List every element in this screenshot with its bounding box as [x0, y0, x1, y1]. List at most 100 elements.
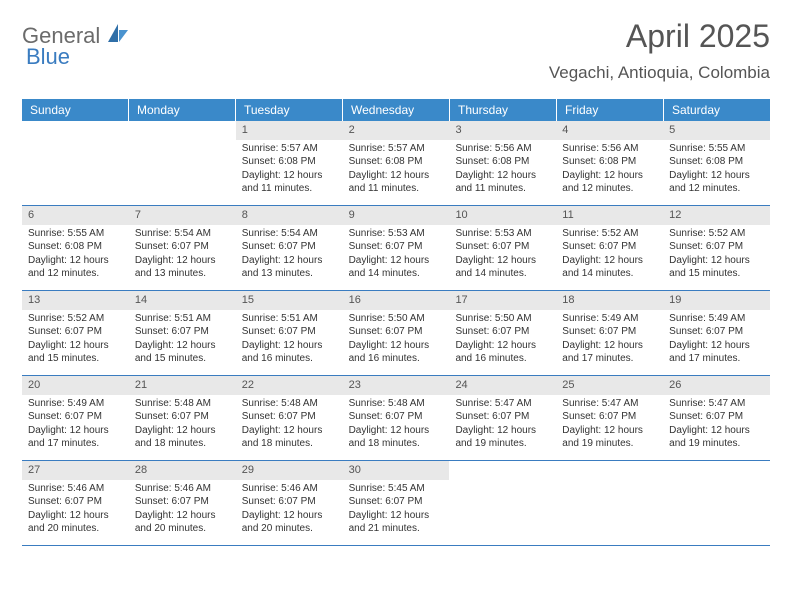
- day-cell: 17Sunrise: 5:50 AMSunset: 6:07 PMDayligh…: [449, 291, 556, 375]
- daylight-text: Daylight: 12 hours and 13 minutes.: [135, 254, 230, 281]
- sunrise-text: Sunrise: 5:53 AM: [349, 227, 444, 241]
- day-number: 30: [343, 461, 450, 480]
- day-number: 23: [343, 376, 450, 395]
- day-content: Sunrise: 5:54 AMSunset: 6:07 PMDaylight:…: [236, 225, 343, 285]
- sunset-text: Sunset: 6:07 PM: [135, 410, 230, 424]
- week-row: 13Sunrise: 5:52 AMSunset: 6:07 PMDayligh…: [22, 291, 770, 376]
- day-cell: 9Sunrise: 5:53 AMSunset: 6:07 PMDaylight…: [343, 206, 450, 290]
- day-content: Sunrise: 5:57 AMSunset: 6:08 PMDaylight:…: [236, 140, 343, 200]
- day-number: 6: [22, 206, 129, 225]
- daylight-text: Daylight: 12 hours and 21 minutes.: [349, 509, 444, 536]
- sunrise-text: Sunrise: 5:51 AM: [242, 312, 337, 326]
- day-number: 18: [556, 291, 663, 310]
- daylight-text: Daylight: 12 hours and 20 minutes.: [135, 509, 230, 536]
- sunset-text: Sunset: 6:08 PM: [455, 155, 550, 169]
- day-number: 28: [129, 461, 236, 480]
- sunset-text: Sunset: 6:07 PM: [669, 325, 764, 339]
- day-cell: 5Sunrise: 5:55 AMSunset: 6:08 PMDaylight…: [663, 121, 770, 205]
- daylight-text: Daylight: 12 hours and 15 minutes.: [135, 339, 230, 366]
- daylight-text: Daylight: 12 hours and 15 minutes.: [28, 339, 123, 366]
- day-cell: [449, 461, 556, 545]
- sunset-text: Sunset: 6:08 PM: [349, 155, 444, 169]
- daylight-text: Daylight: 12 hours and 11 minutes.: [242, 169, 337, 196]
- month-title: April 2025: [549, 18, 770, 55]
- day-content: Sunrise: 5:53 AMSunset: 6:07 PMDaylight:…: [343, 225, 450, 285]
- day-content: Sunrise: 5:55 AMSunset: 6:08 PMDaylight:…: [663, 140, 770, 200]
- day-number: 10: [449, 206, 556, 225]
- day-cell: 12Sunrise: 5:52 AMSunset: 6:07 PMDayligh…: [663, 206, 770, 290]
- daylight-text: Daylight: 12 hours and 18 minutes.: [349, 424, 444, 451]
- day-content: Sunrise: 5:50 AMSunset: 6:07 PMDaylight:…: [343, 310, 450, 370]
- sunset-text: Sunset: 6:07 PM: [28, 495, 123, 509]
- weekday-header: Monday: [129, 99, 236, 121]
- sunrise-text: Sunrise: 5:52 AM: [28, 312, 123, 326]
- day-number: 2: [343, 121, 450, 140]
- day-content: Sunrise: 5:46 AMSunset: 6:07 PMDaylight:…: [236, 480, 343, 540]
- sunrise-text: Sunrise: 5:50 AM: [349, 312, 444, 326]
- weekday-header: Wednesday: [343, 99, 450, 121]
- day-number: 19: [663, 291, 770, 310]
- day-number: 22: [236, 376, 343, 395]
- day-cell: [22, 121, 129, 205]
- sunrise-text: Sunrise: 5:47 AM: [562, 397, 657, 411]
- day-content: Sunrise: 5:49 AMSunset: 6:07 PMDaylight:…: [22, 395, 129, 455]
- day-cell: 16Sunrise: 5:50 AMSunset: 6:07 PMDayligh…: [343, 291, 450, 375]
- sunset-text: Sunset: 6:07 PM: [669, 240, 764, 254]
- sunrise-text: Sunrise: 5:51 AM: [135, 312, 230, 326]
- daylight-text: Daylight: 12 hours and 16 minutes.: [349, 339, 444, 366]
- sunset-text: Sunset: 6:07 PM: [28, 325, 123, 339]
- daylight-text: Daylight: 12 hours and 14 minutes.: [562, 254, 657, 281]
- sunset-text: Sunset: 6:07 PM: [455, 325, 550, 339]
- sunset-text: Sunset: 6:08 PM: [562, 155, 657, 169]
- sunrise-text: Sunrise: 5:48 AM: [349, 397, 444, 411]
- sunrise-text: Sunrise: 5:45 AM: [349, 482, 444, 496]
- day-cell: 27Sunrise: 5:46 AMSunset: 6:07 PMDayligh…: [22, 461, 129, 545]
- day-cell: 10Sunrise: 5:53 AMSunset: 6:07 PMDayligh…: [449, 206, 556, 290]
- day-content: Sunrise: 5:56 AMSunset: 6:08 PMDaylight:…: [449, 140, 556, 200]
- sunrise-text: Sunrise: 5:54 AM: [242, 227, 337, 241]
- sunset-text: Sunset: 6:07 PM: [562, 240, 657, 254]
- daylight-text: Daylight: 12 hours and 15 minutes.: [669, 254, 764, 281]
- day-content: Sunrise: 5:55 AMSunset: 6:08 PMDaylight:…: [22, 225, 129, 285]
- day-content: Sunrise: 5:48 AMSunset: 6:07 PMDaylight:…: [129, 395, 236, 455]
- sunset-text: Sunset: 6:07 PM: [349, 495, 444, 509]
- sunset-text: Sunset: 6:07 PM: [669, 410, 764, 424]
- week-row: 20Sunrise: 5:49 AMSunset: 6:07 PMDayligh…: [22, 376, 770, 461]
- daylight-text: Daylight: 12 hours and 17 minutes.: [562, 339, 657, 366]
- day-content: Sunrise: 5:49 AMSunset: 6:07 PMDaylight:…: [556, 310, 663, 370]
- day-number: 26: [663, 376, 770, 395]
- day-cell: 6Sunrise: 5:55 AMSunset: 6:08 PMDaylight…: [22, 206, 129, 290]
- sunrise-text: Sunrise: 5:48 AM: [242, 397, 337, 411]
- sunrise-text: Sunrise: 5:47 AM: [669, 397, 764, 411]
- sunset-text: Sunset: 6:07 PM: [28, 410, 123, 424]
- daylight-text: Daylight: 12 hours and 12 minutes.: [28, 254, 123, 281]
- sunset-text: Sunset: 6:07 PM: [349, 410, 444, 424]
- weekday-header-row: Sunday Monday Tuesday Wednesday Thursday…: [22, 99, 770, 121]
- sunrise-text: Sunrise: 5:49 AM: [28, 397, 123, 411]
- location-text: Vegachi, Antioquia, Colombia: [549, 63, 770, 83]
- sunrise-text: Sunrise: 5:52 AM: [562, 227, 657, 241]
- day-number: 21: [129, 376, 236, 395]
- day-cell: 4Sunrise: 5:56 AMSunset: 6:08 PMDaylight…: [556, 121, 663, 205]
- daylight-text: Daylight: 12 hours and 11 minutes.: [349, 169, 444, 196]
- sunrise-text: Sunrise: 5:56 AM: [455, 142, 550, 156]
- day-content: Sunrise: 5:51 AMSunset: 6:07 PMDaylight:…: [129, 310, 236, 370]
- day-number: 4: [556, 121, 663, 140]
- sunrise-text: Sunrise: 5:57 AM: [242, 142, 337, 156]
- day-content: Sunrise: 5:52 AMSunset: 6:07 PMDaylight:…: [556, 225, 663, 285]
- sunset-text: Sunset: 6:07 PM: [562, 410, 657, 424]
- day-content: Sunrise: 5:54 AMSunset: 6:07 PMDaylight:…: [129, 225, 236, 285]
- sunrise-text: Sunrise: 5:52 AM: [669, 227, 764, 241]
- title-block: April 2025 Vegachi, Antioquia, Colombia: [549, 18, 770, 83]
- day-cell: 29Sunrise: 5:46 AMSunset: 6:07 PMDayligh…: [236, 461, 343, 545]
- sunrise-text: Sunrise: 5:50 AM: [455, 312, 550, 326]
- day-content: Sunrise: 5:47 AMSunset: 6:07 PMDaylight:…: [449, 395, 556, 455]
- day-number: 20: [22, 376, 129, 395]
- day-cell: 21Sunrise: 5:48 AMSunset: 6:07 PMDayligh…: [129, 376, 236, 460]
- day-number: 9: [343, 206, 450, 225]
- sunrise-text: Sunrise: 5:55 AM: [669, 142, 764, 156]
- day-content: Sunrise: 5:45 AMSunset: 6:07 PMDaylight:…: [343, 480, 450, 540]
- day-number: 15: [236, 291, 343, 310]
- day-content: Sunrise: 5:47 AMSunset: 6:07 PMDaylight:…: [556, 395, 663, 455]
- weekday-header: Thursday: [450, 99, 557, 121]
